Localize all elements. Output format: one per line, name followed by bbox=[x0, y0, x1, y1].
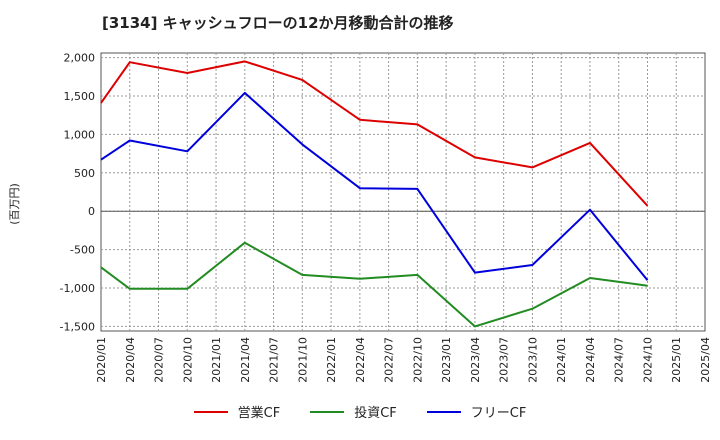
plot-area bbox=[100, 52, 706, 332]
y-tick-label: 2,000 bbox=[64, 52, 96, 65]
x-tick-label: 2022/01 bbox=[325, 337, 338, 383]
y-axis-ticks: 2,000 1,500 1,000 500 0 -500 -1,000 -1,500 bbox=[60, 52, 95, 334]
x-tick-label: 2024/07 bbox=[613, 337, 626, 383]
legend: 営業CF 投資CF フリーCF bbox=[0, 402, 720, 421]
legend-swatch bbox=[193, 410, 228, 413]
x-tick-label: 2020/04 bbox=[124, 337, 137, 383]
y-tick-label: 1,000 bbox=[64, 128, 96, 141]
legend-item: 投資CF bbox=[310, 402, 397, 421]
x-tick-label: 2022/10 bbox=[411, 337, 424, 383]
x-tick-label: 2020/10 bbox=[181, 337, 194, 383]
x-tick-label: 2021/01 bbox=[210, 337, 223, 383]
legend-swatch bbox=[310, 410, 345, 413]
x-tick-label: 2023/10 bbox=[526, 337, 539, 383]
y-tick-label: -500 bbox=[70, 244, 95, 257]
x-tick-label: 2021/04 bbox=[239, 337, 252, 383]
series-lines bbox=[100, 60, 649, 328]
x-tick-label: 2024/01 bbox=[555, 337, 568, 383]
x-tick-label: 2021/07 bbox=[268, 337, 281, 383]
y-tick-label: 0 bbox=[88, 205, 95, 218]
x-tick-label: 2020/07 bbox=[153, 337, 166, 383]
x-tick-label: 2022/07 bbox=[383, 337, 396, 383]
legend-label: 営業CF bbox=[237, 406, 281, 421]
y-tick-label: 1,500 bbox=[64, 90, 96, 103]
chart-title: [3134] キャッシュフローの12か月移動合計の推移 bbox=[102, 14, 454, 32]
x-tick-label: 2023/04 bbox=[469, 337, 482, 383]
y-tick-label: -1,000 bbox=[60, 282, 95, 295]
x-tick-label: 2020/01 bbox=[95, 337, 108, 383]
x-tick-label: 2023/01 bbox=[440, 337, 453, 383]
x-tick-label: 2021/10 bbox=[296, 337, 309, 383]
x-tick-label: 2025/01 bbox=[670, 337, 683, 383]
grid bbox=[101, 53, 705, 331]
x-tick-label: 2024/10 bbox=[641, 337, 654, 383]
x-axis-ticks: 2020/01 2020/04 2020/07 2020/10 2021/01 2021/… bbox=[95, 337, 712, 383]
legend-swatch bbox=[426, 410, 461, 413]
legend-item: フリーCF bbox=[426, 402, 527, 421]
legend-item: 営業CF bbox=[193, 402, 281, 421]
x-tick-label: 2022/04 bbox=[354, 337, 367, 383]
legend-label: フリーCF bbox=[470, 406, 527, 421]
y-tick-label: 500 bbox=[74, 167, 95, 180]
x-tick-label: 2023/07 bbox=[498, 337, 511, 383]
legend-label: 投資CF bbox=[354, 406, 397, 421]
x-tick-label: 2024/04 bbox=[584, 337, 597, 383]
y-tick-label: -1,500 bbox=[60, 320, 95, 333]
x-tick-label: 2025/04 bbox=[699, 337, 712, 383]
